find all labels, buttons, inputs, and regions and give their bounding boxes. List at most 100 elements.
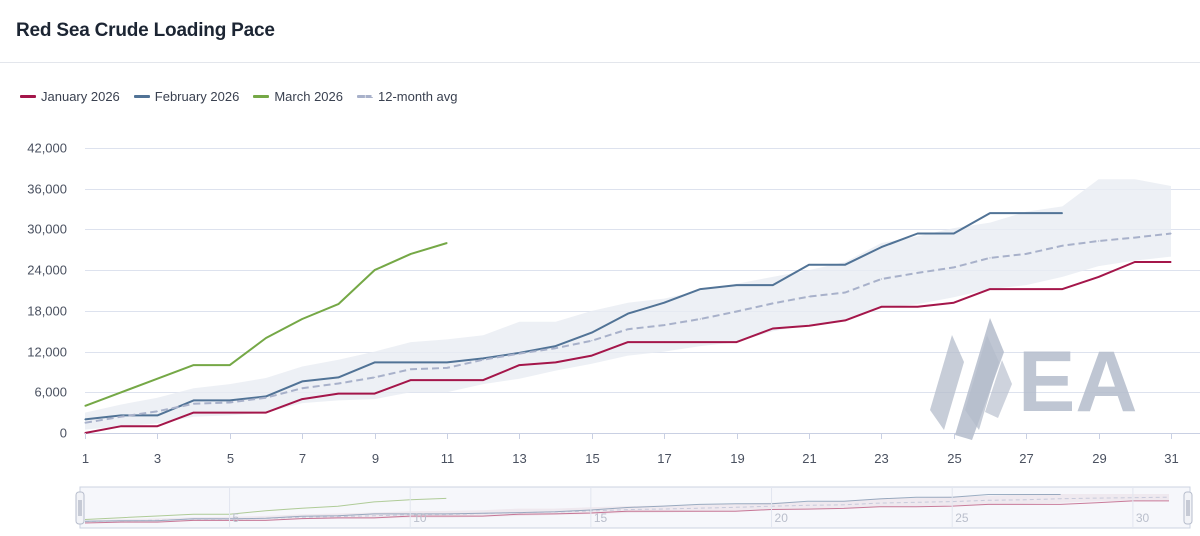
data-point-12-month-avg[interactable] [736, 310, 738, 313]
data-point-12-month-avg[interactable] [917, 272, 919, 274]
data-point-february-2026[interactable] [446, 361, 448, 363]
data-point-january-2026[interactable] [446, 379, 448, 381]
data-point-12-month-avg[interactable] [482, 359, 484, 361]
data-point-12-month-avg[interactable] [301, 387, 303, 389]
data-point-january-2026[interactable] [555, 361, 557, 363]
data-point-february-2026[interactable] [989, 212, 991, 214]
data-point-february-2026[interactable] [808, 264, 810, 266]
data-point-february-2026[interactable] [1061, 212, 1063, 214]
data-point-january-2026[interactable] [229, 412, 231, 414]
data-point-february-2026[interactable] [699, 288, 702, 290]
data-point-january-2026[interactable] [953, 302, 955, 304]
data-point-january-2026[interactable] [663, 341, 665, 343]
data-point-february-2026[interactable] [663, 302, 665, 304]
data-point-12-month-avg[interactable] [1098, 240, 1100, 242]
legend-item-january-2026[interactable]: January 2026 [20, 89, 120, 104]
data-point-march-2026[interactable] [446, 242, 448, 244]
data-point-12-month-avg[interactable] [229, 401, 231, 404]
data-point-12-month-avg[interactable] [1170, 232, 1172, 235]
data-point-12-month-avg[interactable] [156, 410, 158, 412]
data-point-12-month-avg[interactable] [518, 353, 521, 355]
data-point-february-2026[interactable] [265, 395, 267, 397]
data-point-march-2026[interactable] [193, 364, 195, 366]
data-point-february-2026[interactable] [772, 284, 774, 286]
data-point-february-2026[interactable] [337, 376, 339, 378]
data-point-12-month-avg[interactable] [1134, 237, 1136, 239]
data-point-12-month-avg[interactable] [880, 278, 883, 280]
data-point-january-2026[interactable] [989, 288, 991, 290]
legend-item-march-2026[interactable]: March 2026 [253, 89, 343, 104]
data-point-march-2026[interactable] [410, 253, 412, 255]
data-point-12-month-avg[interactable] [772, 302, 774, 304]
data-point-february-2026[interactable] [193, 399, 195, 401]
legend-item-february-2026[interactable]: February 2026 [133, 89, 239, 104]
data-point-january-2026[interactable] [518, 364, 521, 366]
data-point-january-2026[interactable] [265, 412, 267, 414]
data-point-march-2026[interactable] [120, 391, 122, 393]
handle-grip[interactable] [75, 491, 85, 525]
data-point-12-month-avg[interactable] [410, 368, 412, 370]
data-point-12-month-avg[interactable] [193, 403, 195, 405]
data-point-march-2026[interactable] [156, 378, 158, 380]
data-point-january-2026[interactable] [736, 341, 738, 343]
data-point-january-2026[interactable] [1170, 261, 1172, 263]
data-point-february-2026[interactable] [736, 284, 738, 286]
data-point-march-2026[interactable] [229, 364, 231, 366]
data-point-january-2026[interactable] [772, 327, 774, 330]
data-point-12-month-avg[interactable] [446, 367, 448, 369]
navigator-left-handle[interactable] [75, 491, 85, 525]
data-point-12-month-avg[interactable] [1025, 253, 1027, 255]
data-point-january-2026[interactable] [1098, 276, 1100, 278]
data-point-february-2026[interactable] [555, 345, 557, 347]
data-point-12-month-avg[interactable] [84, 422, 86, 424]
data-point-january-2026[interactable] [591, 355, 593, 357]
data-point-january-2026[interactable] [301, 398, 303, 400]
data-point-february-2026[interactable] [410, 361, 412, 363]
data-point-february-2026[interactable] [591, 332, 593, 334]
data-point-january-2026[interactable] [808, 325, 810, 327]
data-point-12-month-avg[interactable] [120, 416, 122, 418]
data-point-january-2026[interactable] [917, 306, 919, 308]
data-point-february-2026[interactable] [229, 399, 231, 401]
navigator-right-handle[interactable] [1183, 491, 1193, 525]
data-point-january-2026[interactable] [844, 319, 846, 321]
data-point-12-month-avg[interactable] [699, 318, 702, 320]
data-point-march-2026[interactable] [337, 303, 339, 305]
data-point-january-2026[interactable] [1061, 288, 1063, 290]
data-point-january-2026[interactable] [1134, 261, 1136, 263]
data-point-12-month-avg[interactable] [1061, 245, 1063, 247]
range-navigator[interactable]: 5 10 15 20 25 30 [75, 486, 1193, 529]
data-point-january-2026[interactable] [880, 306, 883, 308]
handle-grip[interactable] [1183, 491, 1193, 525]
data-point-12-month-avg[interactable] [989, 257, 991, 259]
data-point-january-2026[interactable] [699, 341, 702, 343]
data-point-january-2026[interactable] [410, 379, 412, 381]
data-point-12-month-avg[interactable] [337, 382, 339, 385]
data-point-february-2026[interactable] [482, 357, 484, 359]
data-point-february-2026[interactable] [844, 264, 846, 266]
data-point-january-2026[interactable] [337, 393, 339, 395]
data-point-12-month-avg[interactable] [953, 266, 955, 268]
data-point-february-2026[interactable] [374, 361, 376, 363]
data-point-12-month-avg[interactable] [627, 328, 629, 330]
data-point-12-month-avg[interactable] [663, 324, 665, 326]
data-point-12-month-avg[interactable] [844, 291, 846, 294]
data-point-january-2026[interactable] [374, 393, 376, 395]
data-point-march-2026[interactable] [84, 405, 86, 407]
data-point-february-2026[interactable] [301, 380, 303, 382]
data-point-january-2026[interactable] [193, 412, 195, 414]
data-point-january-2026[interactable] [1025, 288, 1027, 290]
data-point-february-2026[interactable] [917, 232, 919, 235]
data-point-12-month-avg[interactable] [808, 296, 810, 298]
data-point-january-2026[interactable] [120, 425, 122, 427]
data-point-february-2026[interactable] [84, 418, 86, 420]
data-point-january-2026[interactable] [156, 425, 158, 427]
data-point-february-2026[interactable] [1025, 212, 1027, 214]
data-point-12-month-avg[interactable] [374, 376, 376, 378]
data-point-february-2026[interactable] [156, 414, 158, 416]
data-point-march-2026[interactable] [301, 318, 303, 320]
data-point-february-2026[interactable] [953, 232, 955, 235]
data-point-12-month-avg[interactable] [555, 347, 557, 349]
data-point-january-2026[interactable] [627, 341, 629, 343]
data-point-february-2026[interactable] [627, 313, 629, 315]
